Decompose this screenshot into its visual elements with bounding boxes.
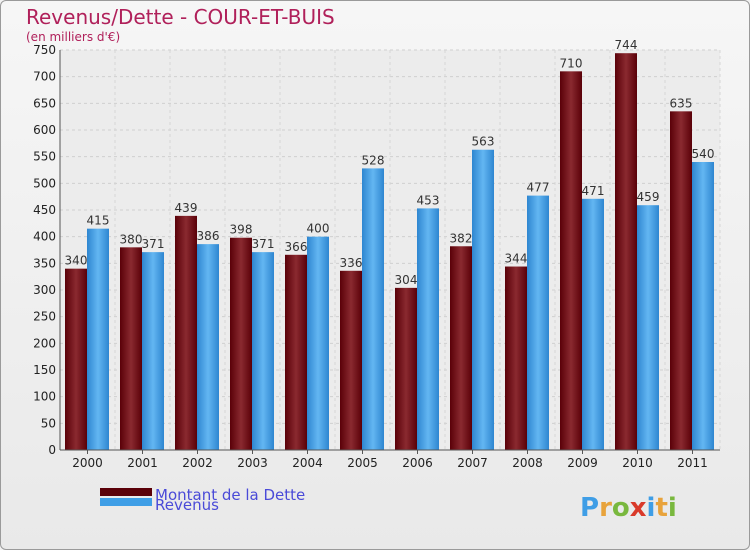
x-tick-label: 2001: [127, 456, 158, 470]
legend-label-debt: Montant de la Dette: [155, 486, 305, 504]
value-label-debt-2007: 382: [450, 231, 473, 245]
bar-debt-2003: [230, 237, 252, 450]
value-label-revenue-2001: 371: [142, 237, 165, 251]
value-label-revenue-2008: 477: [527, 181, 550, 195]
x-tick-label: 2003: [237, 456, 268, 470]
x-axis: 2000 2001 2002 2003 2004 2005 2006 2007 2008 2009…: [60, 449, 720, 470]
y-tick-label: 350: [33, 256, 56, 270]
y-tick-label: 550: [33, 150, 56, 164]
bar-debt-2004: [285, 254, 307, 450]
legend-swatch-debt: [100, 488, 152, 496]
x-tick-label: 2008: [512, 456, 543, 470]
bar-revenue-2010: [637, 205, 659, 450]
y-tick-label: 750: [33, 43, 56, 57]
logo-letter: P: [580, 493, 599, 523]
value-label-debt-2006: 304: [395, 273, 418, 287]
value-label-revenue-2011: 540: [692, 147, 715, 161]
y-tick-label: 400: [33, 230, 56, 244]
logo-letter: t: [655, 493, 667, 523]
bar-revenue-2008: [527, 195, 549, 450]
bar-debt-2000: [65, 268, 87, 450]
value-label-debt-2008: 344: [505, 252, 528, 266]
x-tick-label: 2004: [292, 456, 323, 470]
bar-revenue-2001: [142, 252, 164, 450]
legend-swatch-revenue: [100, 498, 152, 506]
logo-letter: o: [612, 493, 630, 523]
value-label-revenue-2004: 400: [307, 222, 330, 236]
x-tick-label: 2000: [72, 456, 103, 470]
bar-debt-2008: [505, 266, 527, 450]
bar-revenue-2009: [582, 198, 604, 450]
value-label-revenue-2003: 371: [252, 237, 275, 251]
value-label-debt-2009: 710: [560, 56, 583, 70]
value-label-debt-2011: 635: [670, 96, 693, 110]
value-label-revenue-2007: 563: [472, 135, 495, 149]
bar-debt-2006: [395, 287, 417, 450]
y-tick-label: 100: [33, 390, 56, 404]
y-tick-label: 700: [33, 70, 56, 84]
bar-revenue-2005: [362, 168, 384, 450]
value-label-debt-2004: 366: [285, 240, 308, 254]
x-tick-label: 2009: [567, 456, 598, 470]
bar-debt-2001: [120, 247, 142, 450]
bar-revenue-2003: [252, 252, 274, 450]
logo-letter: i: [668, 493, 677, 523]
logo-letter: i: [647, 493, 656, 523]
y-tick-label: 0: [48, 443, 56, 457]
bar-debt-2010: [615, 53, 637, 450]
x-tick-label: 2011: [677, 456, 708, 470]
chart-subtitle: (en milliers d'€): [26, 30, 120, 44]
chart-title: Revenus/Dette - COUR-ET-BUIS: [26, 5, 335, 29]
value-label-revenue-2010: 459: [637, 190, 660, 204]
grid: [59, 49, 721, 451]
y-tick-label: 150: [33, 363, 56, 377]
value-label-revenue-2000: 415: [87, 214, 110, 228]
value-label-debt-2003: 398: [230, 223, 253, 237]
x-tick-label: 2006: [402, 456, 433, 470]
bar-revenue-2002: [197, 244, 219, 450]
value-label-revenue-2009: 471: [582, 184, 605, 198]
y-tick-label: 300: [33, 283, 56, 297]
value-label-debt-2000: 340: [65, 254, 88, 268]
y-tick-label: 600: [33, 123, 56, 137]
logo-letter: x: [630, 493, 647, 523]
y-tick-label: 500: [33, 176, 56, 190]
x-tick-label: 2002: [182, 456, 213, 470]
x-tick-label: 2005: [347, 456, 378, 470]
bar-revenue-2007: [472, 149, 494, 450]
y-tick-label: 650: [33, 96, 56, 110]
logo-letter: r: [599, 493, 612, 523]
y-axis: 0 50 100 150 200 250 300 350 400 450 500 550 600 650 7…: [33, 43, 61, 457]
bar-revenue-2000: [87, 228, 109, 450]
bar-debt-2002: [175, 215, 197, 450]
bar-debt-2009: [560, 71, 582, 450]
value-label-revenue-2006: 453: [417, 193, 440, 207]
value-label-debt-2001: 380: [120, 232, 143, 246]
value-label-revenue-2005: 528: [362, 153, 385, 167]
y-tick-label: 50: [41, 416, 56, 430]
value-label-revenue-2002: 386: [197, 229, 220, 243]
y-tick-label: 200: [33, 336, 56, 350]
y-tick-label: 250: [33, 310, 56, 324]
bar-revenue-2004: [307, 236, 329, 450]
proxiti-logo: Proxiti: [580, 493, 677, 523]
bar-revenue-2006: [417, 208, 439, 450]
bar-revenue-2011: [692, 162, 714, 450]
legend-label-revenue: Revenus: [155, 496, 219, 514]
bar-debt-2007: [450, 246, 472, 450]
value-label-debt-2010: 744: [615, 38, 638, 52]
x-tick-label: 2007: [457, 456, 488, 470]
value-label-debt-2002: 439: [175, 201, 198, 215]
y-tick-label: 450: [33, 203, 56, 217]
bar-debt-2005: [340, 270, 362, 450]
bar-debt-2011: [670, 111, 692, 450]
x-tick-label: 2010: [622, 456, 653, 470]
value-label-debt-2005: 336: [340, 256, 363, 270]
